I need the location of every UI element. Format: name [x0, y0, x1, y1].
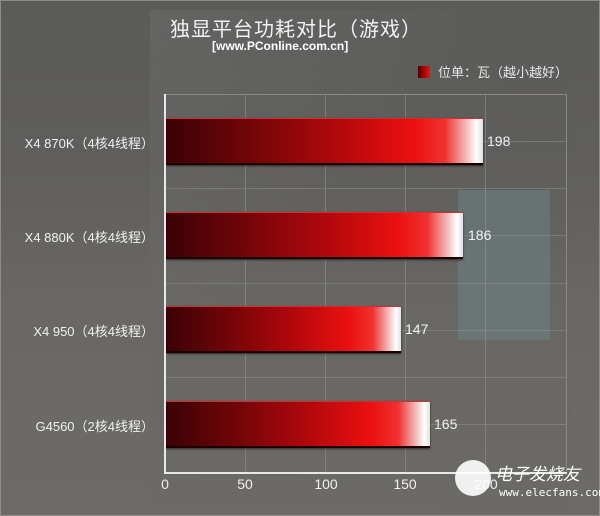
watermark-url: www.elecfans.com [499, 486, 600, 499]
watermark-name: 电子发烧友 [495, 465, 580, 485]
value-label: 186 [468, 227, 492, 243]
bar-x4-950 [166, 306, 401, 353]
value-label: 147 [405, 321, 429, 337]
category-label: X4 950（4核4线程） [33, 324, 154, 339]
plot-area [164, 94, 567, 473]
x-tick: 0 [161, 476, 169, 492]
bar-x4-870k [166, 118, 483, 165]
gridline-x-50 [245, 94, 246, 472]
chart-subtitle: [www.PConline.com.cn] [212, 39, 349, 53]
legend-label: 位单：瓦（越小越好） [438, 66, 569, 81]
bar-x4-880k [166, 212, 463, 259]
watermark: 电子发烧友 www.elecfans.com [455, 458, 600, 508]
gridline-y [164, 283, 566, 284]
category-label: X4 870K（4核4线程） [24, 136, 154, 151]
category-label: G4560（2核4线程） [35, 419, 155, 434]
value-label: 198 [487, 133, 511, 149]
gridline-x-150 [405, 94, 406, 472]
legend: 位单：瓦（越小越好） [418, 62, 568, 81]
watermark-logo-icon [455, 460, 491, 496]
gridline-x-200 [485, 94, 486, 472]
y-axis [164, 94, 166, 474]
background-panel [458, 190, 550, 340]
x-tick: 50 [237, 476, 253, 492]
gridline-x-100 [325, 94, 326, 472]
gridline-y [164, 188, 566, 189]
legend-swatch-icon [418, 65, 430, 78]
x-axis [164, 472, 567, 474]
bar-g4560 [166, 401, 430, 448]
chart-title-text: 独显平台功耗对比（游戏） [170, 17, 422, 41]
x-tick: 150 [393, 476, 417, 492]
x-tick: 100 [314, 476, 338, 492]
value-label: 165 [434, 416, 458, 432]
category-label: X4 880K（4核4线程） [24, 230, 154, 245]
gridline-y [164, 377, 566, 378]
